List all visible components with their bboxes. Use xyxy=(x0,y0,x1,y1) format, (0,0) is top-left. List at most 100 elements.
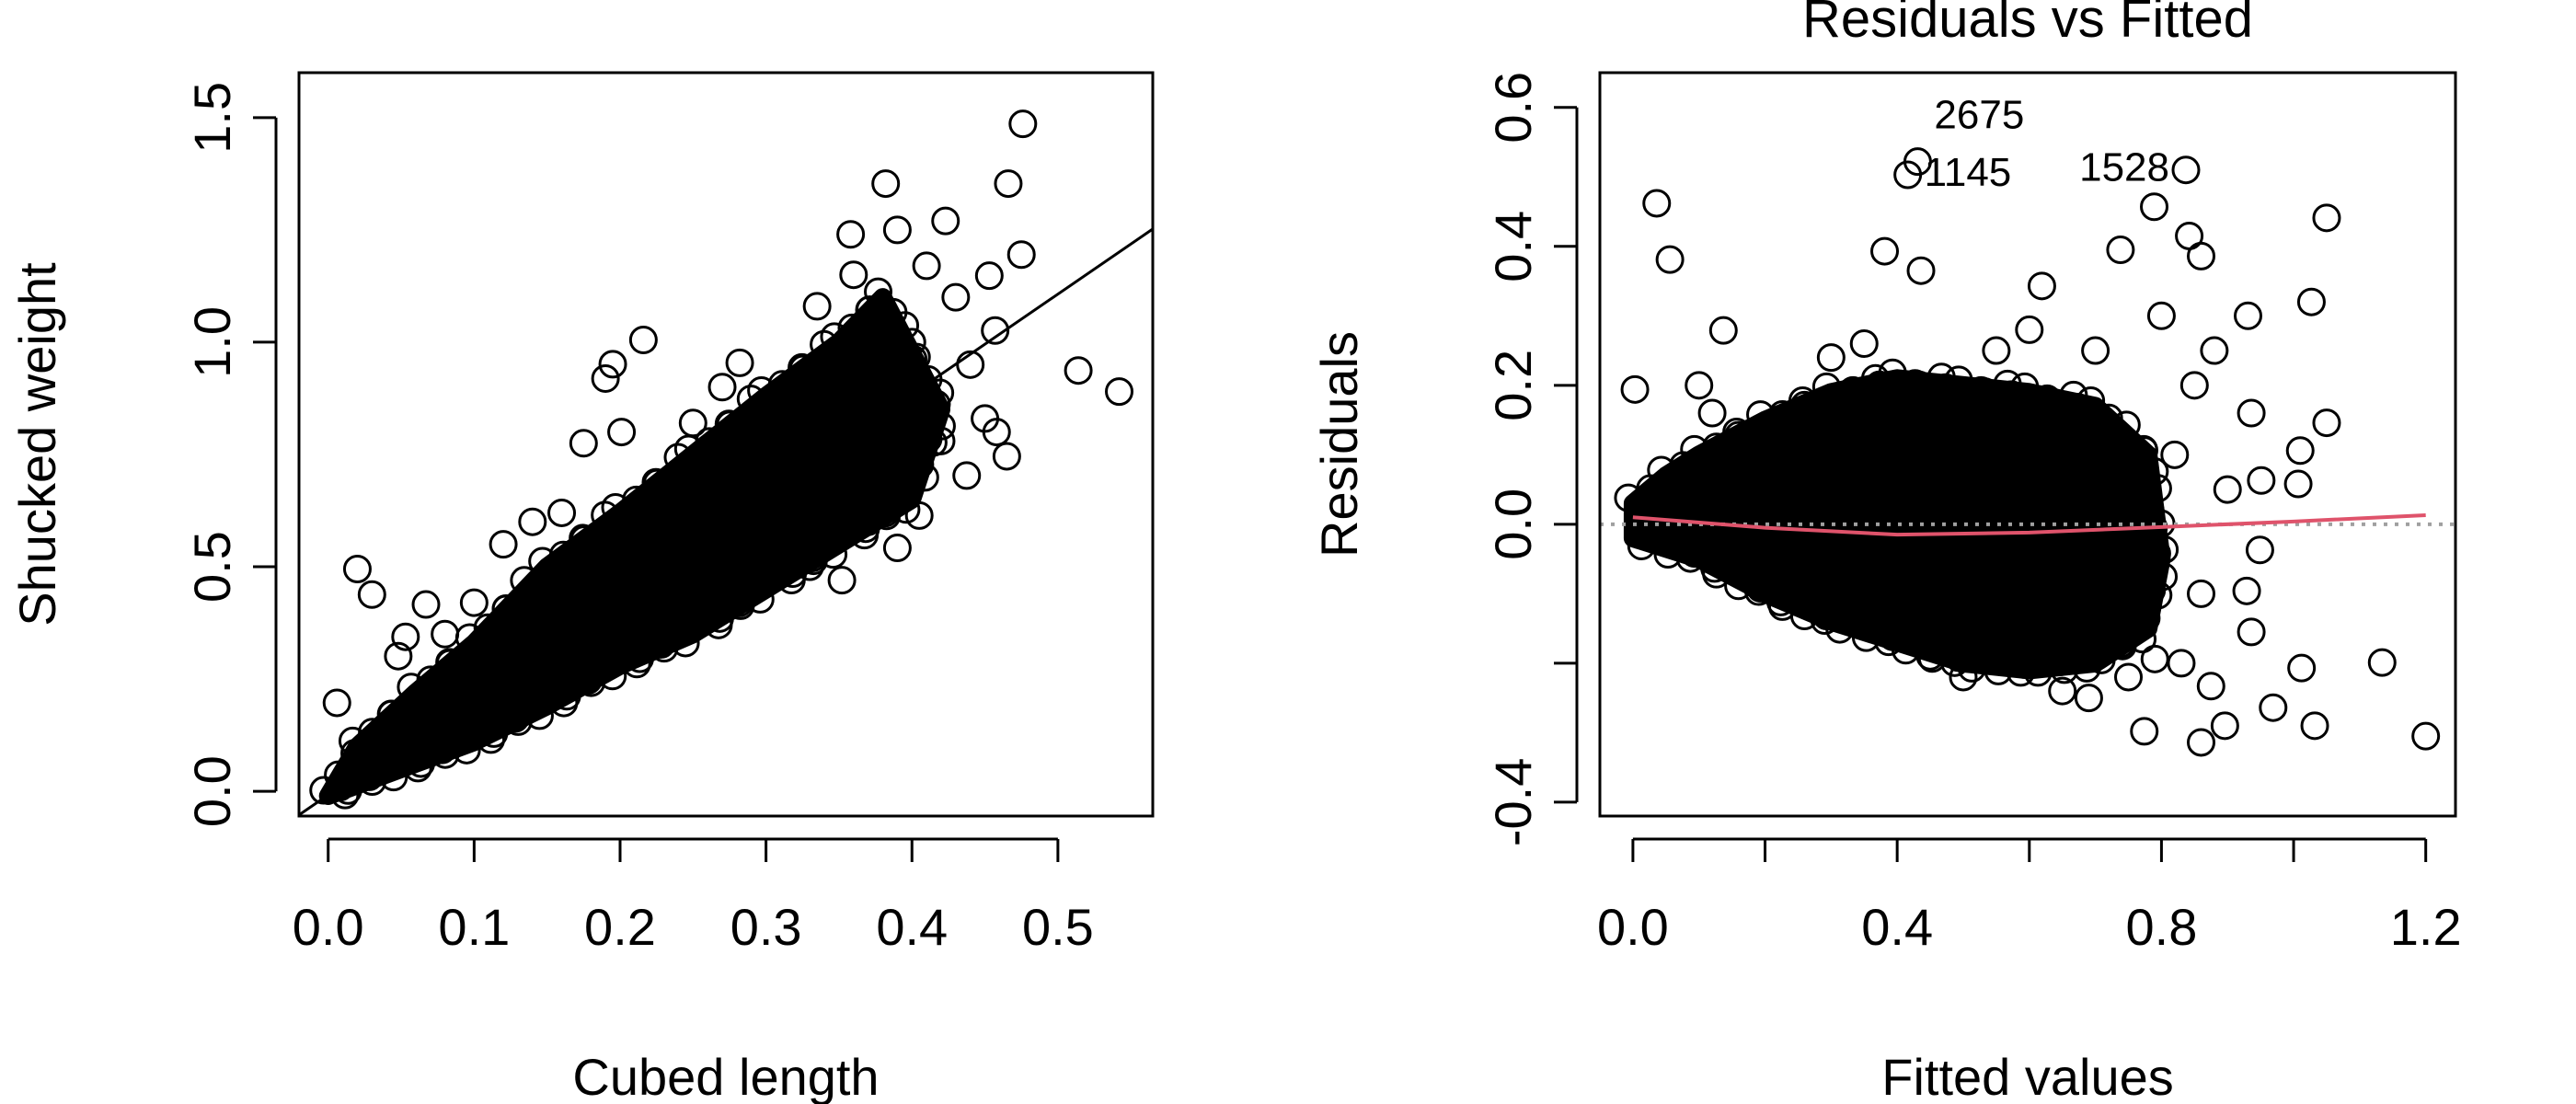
data-point xyxy=(2140,644,2169,673)
data-point xyxy=(473,623,502,652)
data-point xyxy=(1008,109,1038,139)
data-point xyxy=(598,350,627,379)
data-point xyxy=(416,665,445,695)
data-point xyxy=(622,650,651,679)
x-tick-label: 0.8 xyxy=(2125,898,2197,956)
data-point xyxy=(662,460,692,489)
data-point xyxy=(850,521,880,550)
data-point xyxy=(725,588,754,617)
y-tick-label: -0.4 xyxy=(1484,758,1542,847)
data-point xyxy=(428,735,457,765)
data-point xyxy=(2106,236,2135,265)
data-point xyxy=(431,619,460,649)
data-point xyxy=(650,634,679,663)
data-point xyxy=(396,691,425,720)
data-point xyxy=(2140,192,2169,222)
data-point xyxy=(473,613,502,642)
data-point xyxy=(912,251,941,281)
data-point xyxy=(2146,301,2176,330)
data-point xyxy=(892,479,922,509)
data-point xyxy=(808,347,837,376)
data-point xyxy=(338,726,367,755)
data-point xyxy=(548,540,578,569)
data-point xyxy=(981,316,1010,345)
data-point xyxy=(1006,240,1036,270)
data-point xyxy=(974,261,1004,291)
data-point xyxy=(1917,644,1947,673)
data-point xyxy=(695,427,724,456)
data-point xyxy=(2411,721,2441,751)
data-point xyxy=(2287,653,2317,683)
data-point xyxy=(2129,608,2158,638)
data-point xyxy=(2179,371,2209,400)
data-point xyxy=(2107,629,2136,659)
data-point xyxy=(2232,576,2261,605)
data-point xyxy=(1675,544,1705,573)
data-point xyxy=(2006,658,2035,687)
data-point xyxy=(2237,617,2266,647)
data-point xyxy=(2010,372,2040,401)
data-point xyxy=(411,590,441,619)
data-point xyxy=(926,426,956,455)
data-point xyxy=(1724,420,1754,450)
y-axis-label: Residuals xyxy=(1310,331,1368,558)
data-point xyxy=(767,370,797,399)
data-point xyxy=(528,546,558,576)
data-point xyxy=(577,668,606,697)
data-point xyxy=(736,385,765,414)
data-point xyxy=(1788,587,1817,616)
data-point xyxy=(528,685,558,715)
data-point xyxy=(642,468,672,498)
data-point xyxy=(902,342,931,372)
x-tick-label: 0.4 xyxy=(1861,898,1933,956)
data-point xyxy=(855,295,884,325)
data-point xyxy=(905,450,935,479)
data-point xyxy=(716,410,745,440)
y-axis-label: Shucked weight xyxy=(8,262,66,627)
data-point xyxy=(510,584,539,614)
data-point xyxy=(931,206,960,236)
data-point xyxy=(820,322,849,351)
y-tick-label: 0.0 xyxy=(1484,489,1542,560)
data-point xyxy=(342,554,372,583)
data-point xyxy=(435,649,465,678)
x-tick-label: 1.2 xyxy=(2390,898,2462,956)
data-point xyxy=(1653,540,1683,569)
data-point xyxy=(1847,610,1877,639)
data-point xyxy=(2111,428,2141,457)
y-tick-label: 0.4 xyxy=(1484,211,1542,282)
data-point xyxy=(2245,535,2274,565)
data-point xyxy=(952,461,982,490)
data-point xyxy=(397,673,426,702)
data-point xyxy=(854,507,883,536)
data-point xyxy=(1634,483,1663,512)
data-point xyxy=(725,348,754,377)
data-point xyxy=(2059,380,2088,409)
data-point xyxy=(1914,630,1943,660)
data-point xyxy=(2128,625,2157,654)
data-point xyxy=(403,753,432,783)
data-point xyxy=(620,493,650,523)
data-point xyxy=(2129,434,2158,464)
data-point xyxy=(1816,343,1846,373)
data-point xyxy=(2187,728,2216,757)
data-point xyxy=(2081,336,2110,365)
data-point xyxy=(573,665,603,695)
data-point xyxy=(2187,241,2216,270)
data-point xyxy=(454,721,484,751)
data-point xyxy=(891,311,920,340)
data-point xyxy=(1655,245,1685,274)
data-point xyxy=(384,641,413,671)
outlier-label: 1528 xyxy=(2079,145,2169,190)
data-point xyxy=(2144,581,2173,610)
data-point xyxy=(2027,271,2056,301)
data-point xyxy=(1789,390,1819,420)
data-point xyxy=(1810,606,1839,636)
data-point xyxy=(601,492,630,522)
data-point xyxy=(2200,336,2229,365)
data-point xyxy=(820,524,849,554)
data-point xyxy=(2247,466,2276,495)
data-point xyxy=(547,498,577,527)
y-tick-label: 0.0 xyxy=(183,755,241,827)
data-point xyxy=(2300,711,2329,741)
